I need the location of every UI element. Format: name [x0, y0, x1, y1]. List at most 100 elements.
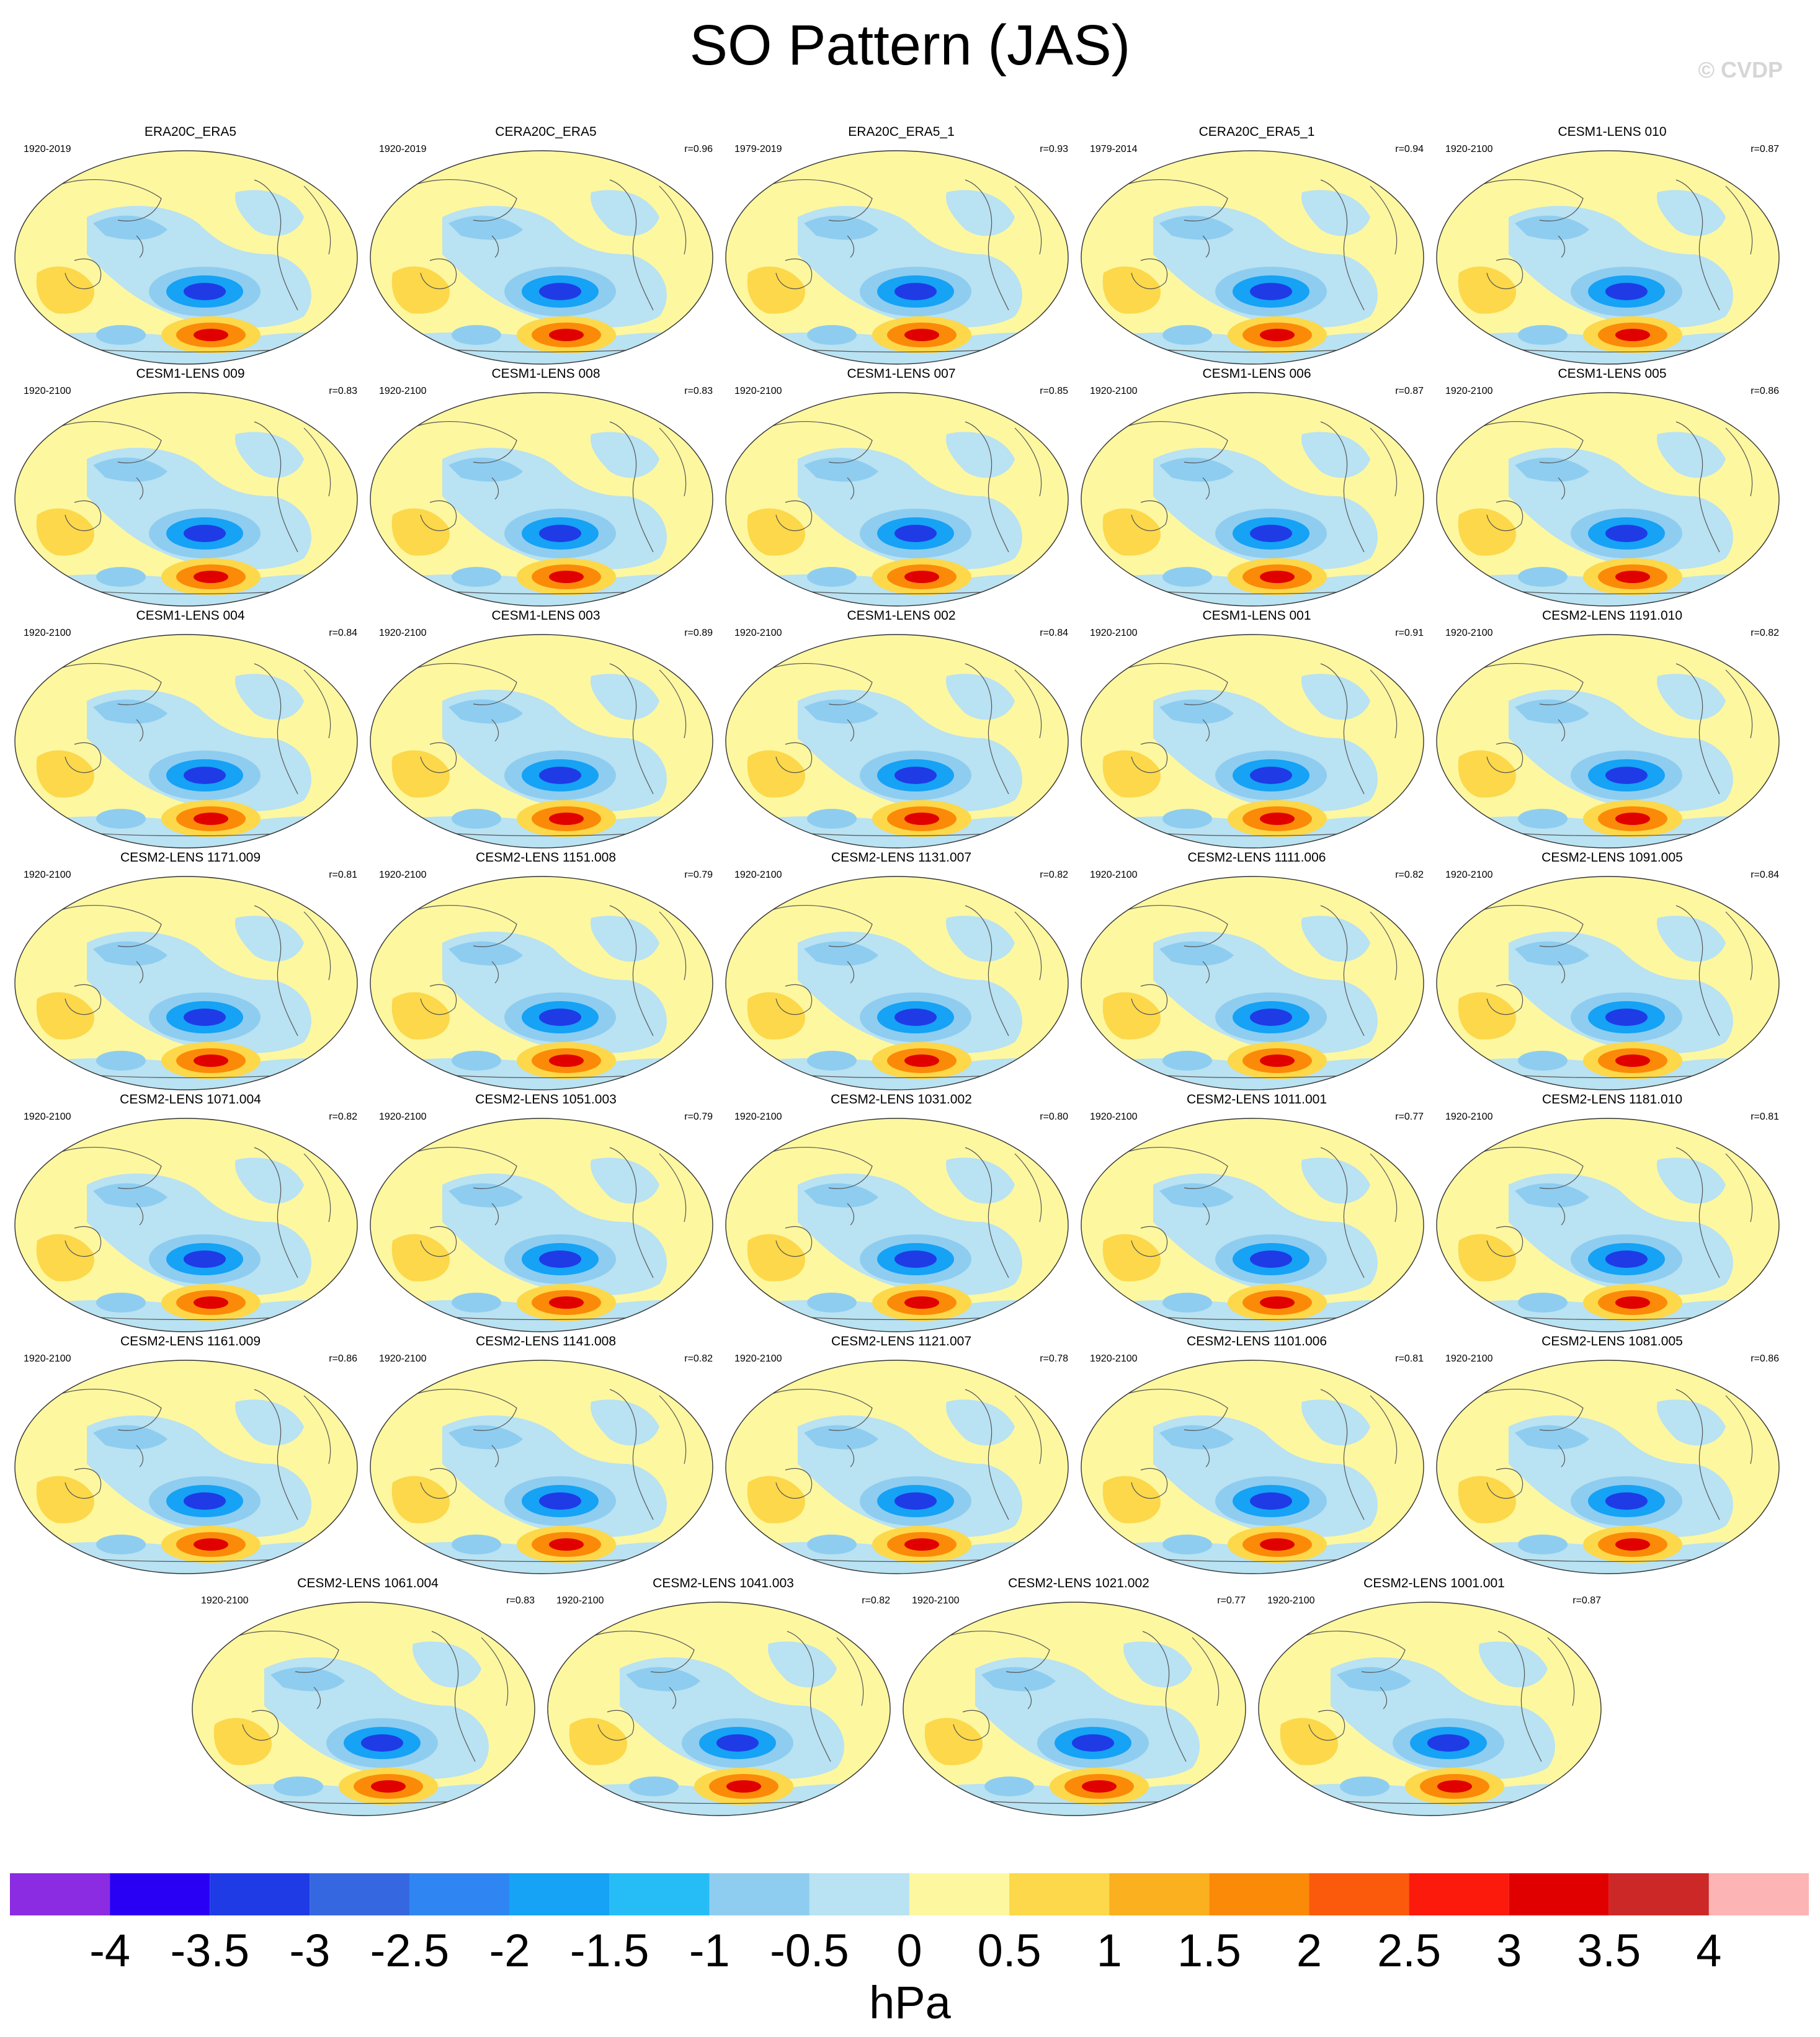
map-panel: CESM2-LENS 1051.003 1920-2100 r=0.79 [368, 1092, 724, 1335]
map-panel: CESM2-LENS 1011.001 1920-2100 r=0.77 [1079, 1092, 1435, 1335]
panel-years: 1920-2100 [734, 1112, 782, 1122]
panel-years: 1920-2100 [24, 1112, 71, 1122]
panel-title: CESM2-LENS 1181.010 [1541, 1092, 1683, 1107]
colorbar-tick: -1 [689, 1925, 730, 1976]
panel-years: 1920-2019 [24, 144, 71, 154]
panel-years: 1920-2100 [379, 1112, 427, 1122]
panel-title: CESM2-LENS 1011.001 [1186, 1092, 1327, 1107]
panel-years: 1979-2019 [734, 144, 782, 154]
map-canvas [14, 392, 358, 607]
panel-correlation: r=0.79 [684, 870, 713, 880]
map-panel: CESM2-LENS 1111.006 1920-2100 r=0.82 [1079, 850, 1435, 1093]
panel-title: CESM2-LENS 1101.006 [1186, 1334, 1327, 1348]
map-panel: ERA20C_ERA5 1920-2019 [12, 124, 368, 367]
panel-correlation: r=0.83 [329, 386, 357, 396]
panel-title: CESM2-LENS 1051.003 [475, 1092, 617, 1107]
colorbar-segment [1608, 1873, 1709, 1915]
map-panel: CESM2-LENS 1141.008 1920-2100 r=0.82 [368, 1334, 724, 1577]
map-canvas [547, 1602, 891, 1816]
map-canvas [1436, 876, 1780, 1090]
colorbar-segment [1509, 1873, 1609, 1915]
map-canvas [14, 1118, 358, 1332]
panel-correlation: r=0.82 [684, 1353, 713, 1364]
panel-title: CESM2-LENS 1131.007 [831, 850, 972, 865]
map-canvas [14, 150, 358, 365]
map-canvas [192, 1602, 535, 1816]
panel-years: 1920-2100 [912, 1595, 960, 1606]
map-canvas [725, 392, 1069, 607]
panel-years: 1920-2100 [379, 870, 427, 880]
colorbar-tick: -0.5 [770, 1925, 849, 1976]
map-panel: CESM2-LENS 1031.002 1920-2100 r=0.80 [723, 1092, 1079, 1335]
map-panel: CESM1-LENS 003 1920-2100 r=0.89 [368, 608, 724, 851]
panel-title: CESM2-LENS 1061.004 [297, 1576, 439, 1590]
map-panel: CESM1-LENS 010 1920-2100 r=0.87 [1434, 124, 1790, 367]
map-canvas [725, 634, 1069, 849]
panel-years: 1920-2100 [1445, 386, 1493, 396]
map-canvas [1436, 1360, 1780, 1574]
panel-years: 1979-2014 [1090, 144, 1138, 154]
map-panel: CESM2-LENS 1161.009 1920-2100 r=0.86 [12, 1334, 368, 1577]
panel-years: 1920-2100 [379, 1353, 427, 1364]
panel-correlation: r=0.96 [684, 144, 713, 154]
colorbar-tick: 4 [1696, 1925, 1722, 1976]
panel-correlation: r=0.77 [1217, 1595, 1246, 1606]
panel-years: 1920-2100 [1090, 1353, 1138, 1364]
colorbar-segment [1209, 1873, 1309, 1915]
panel-years: 1920-2100 [201, 1595, 249, 1606]
panel-correlation: r=0.81 [1751, 1112, 1779, 1122]
colorbar-tick: 2 [1296, 1925, 1323, 1976]
map-panel: CESM1-LENS 006 1920-2100 r=0.87 [1079, 366, 1435, 609]
panel-correlation: r=0.86 [1751, 386, 1779, 396]
panel-years: 1920-2019 [379, 144, 427, 154]
map-canvas [1436, 150, 1780, 365]
panel-title: CESM1-LENS 001 [1202, 608, 1311, 623]
panel-title: CESM1-LENS 010 [1558, 125, 1667, 139]
map-panel: CESM1-LENS 002 1920-2100 r=0.84 [723, 608, 1079, 851]
colorbar-segment [1009, 1873, 1110, 1915]
map-panel: CESM1-LENS 005 1920-2100 r=0.86 [1434, 366, 1790, 609]
map-canvas [1081, 150, 1424, 365]
map-panel: CESM2-LENS 1071.004 1920-2100 r=0.82 [12, 1092, 368, 1335]
colorbar-segment [310, 1873, 410, 1915]
colorbar-tick: -3 [289, 1925, 331, 1976]
panel-correlation: r=0.93 [1040, 144, 1068, 154]
panel-title: CESM2-LENS 1141.008 [475, 1334, 617, 1348]
panel-correlation: r=0.82 [1395, 870, 1424, 880]
panel-correlation: r=0.89 [684, 628, 713, 638]
panel-years: 1920-2100 [1445, 628, 1493, 638]
map-canvas [1081, 634, 1424, 849]
colorbar-segment [110, 1873, 210, 1915]
colorbar-segment [1409, 1873, 1509, 1915]
panel-correlation: r=0.81 [329, 870, 357, 880]
panel-years: 1920-2100 [1090, 386, 1138, 396]
panel-years: 1920-2100 [1445, 870, 1493, 880]
panel-title: CESM2-LENS 1191.010 [1541, 608, 1683, 623]
colorbar-segment [1708, 1873, 1809, 1915]
map-panel: CESM1-LENS 001 1920-2100 r=0.91 [1079, 608, 1435, 851]
map-panel: CESM1-LENS 008 1920-2100 r=0.83 [368, 366, 724, 609]
panel-correlation: r=0.84 [1751, 870, 1779, 880]
colorbar-tick-labels: -4 -3.5 -3 -2.5 -2 -1.5 -1 -0.5 0 0.5 1 1.5 2 2.5 3 3.5… [0, 1924, 1820, 1980]
panel-title: CERA20C_ERA5_1 [1198, 125, 1315, 139]
panel-correlation: r=0.81 [1395, 1353, 1424, 1364]
panel-title: CESM2-LENS 1041.003 [653, 1576, 794, 1590]
panel-correlation: r=0.82 [1040, 870, 1068, 880]
map-canvas [725, 1118, 1069, 1332]
panel-correlation: r=0.79 [684, 1112, 713, 1122]
panel-correlation: r=0.94 [1395, 144, 1424, 154]
panel-years: 1920-2100 [1090, 1112, 1138, 1122]
panel-years: 1920-2100 [734, 628, 782, 638]
panel-title: CESM1-LENS 003 [491, 608, 600, 623]
panel-years: 1920-2100 [1445, 1353, 1493, 1364]
colorbar-tick: 0 [896, 1925, 922, 1976]
colorbar-tick: -1.5 [569, 1925, 649, 1976]
panel-correlation: r=0.87 [1572, 1595, 1601, 1606]
map-panel: CESM2-LENS 1171.009 1920-2100 r=0.81 [12, 850, 368, 1093]
colorbar-tick: 2.5 [1377, 1925, 1441, 1976]
colorbar-tick: -4 [89, 1925, 131, 1976]
panel-correlation: r=0.83 [684, 386, 713, 396]
map-canvas [370, 1118, 713, 1332]
colorbar-segment [909, 1873, 1010, 1915]
panel-correlation: r=0.82 [862, 1595, 890, 1606]
